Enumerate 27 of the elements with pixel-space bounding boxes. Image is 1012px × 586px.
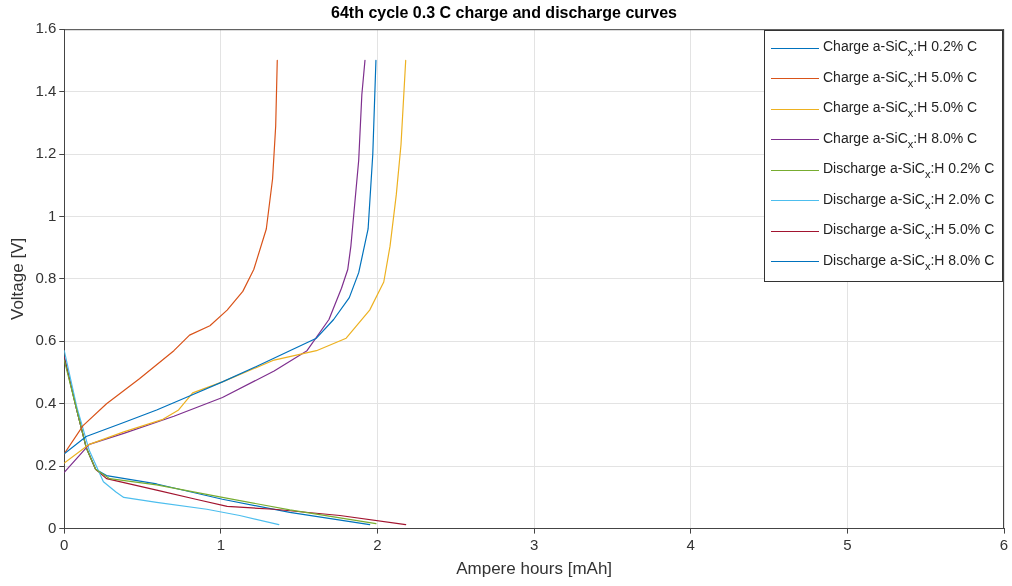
legend-label: Charge a-SiC$_{x}$:H 5.0% C bbox=[823, 99, 978, 120]
x-tick-label: 3 bbox=[529, 535, 539, 553]
x-tick-label: 6 bbox=[999, 535, 1009, 553]
legend-label: Discharge a-SiC$_{x}$:H 8.0% C bbox=[823, 251, 995, 272]
legend-label: Discharge a-SiC$_{x}$:H 5.0% C bbox=[823, 221, 995, 242]
y-tick-label: 1 bbox=[47, 206, 57, 224]
y-tick-label: 1.6 bbox=[35, 19, 57, 37]
legend-label: Charge a-SiC$_{x}$:H 0.2% C bbox=[823, 38, 978, 59]
y-tick-label: 0.6 bbox=[35, 331, 57, 349]
x-tick-label: 4 bbox=[686, 535, 695, 553]
y-tick-label: 1.2 bbox=[35, 144, 57, 162]
x-tick-label: 2 bbox=[373, 535, 382, 553]
y-tick-label: 0 bbox=[47, 518, 57, 536]
x-tick-label: 1 bbox=[216, 535, 226, 553]
legend-label: Charge a-SiC$_{x}$:H 5.0% C bbox=[823, 68, 978, 89]
y-tick-label: 1.4 bbox=[35, 81, 57, 99]
chart-title: 64th cycle 0.3 C charge and discharge curves bbox=[331, 4, 678, 22]
y-tick-label: 0.4 bbox=[35, 393, 57, 411]
x-axis-title: Ampere hours [mAh] bbox=[456, 559, 613, 579]
legend-label: Charge a-SiC$_{x}$:H 8.0% C bbox=[823, 129, 978, 150]
x-tick-label: 5 bbox=[843, 535, 852, 553]
y-tick-label: 0.2 bbox=[35, 456, 57, 474]
y-tick-label: 0.8 bbox=[35, 269, 57, 287]
legend-label: Discharge a-SiC$_{x}$:H 2.0% C bbox=[823, 190, 995, 211]
legend-label: Discharge a-SiC$_{x}$:H 0.2% C bbox=[823, 160, 995, 181]
x-tick-label: 0 bbox=[60, 535, 69, 553]
y-axis-title: Voltage [V] bbox=[7, 237, 27, 321]
